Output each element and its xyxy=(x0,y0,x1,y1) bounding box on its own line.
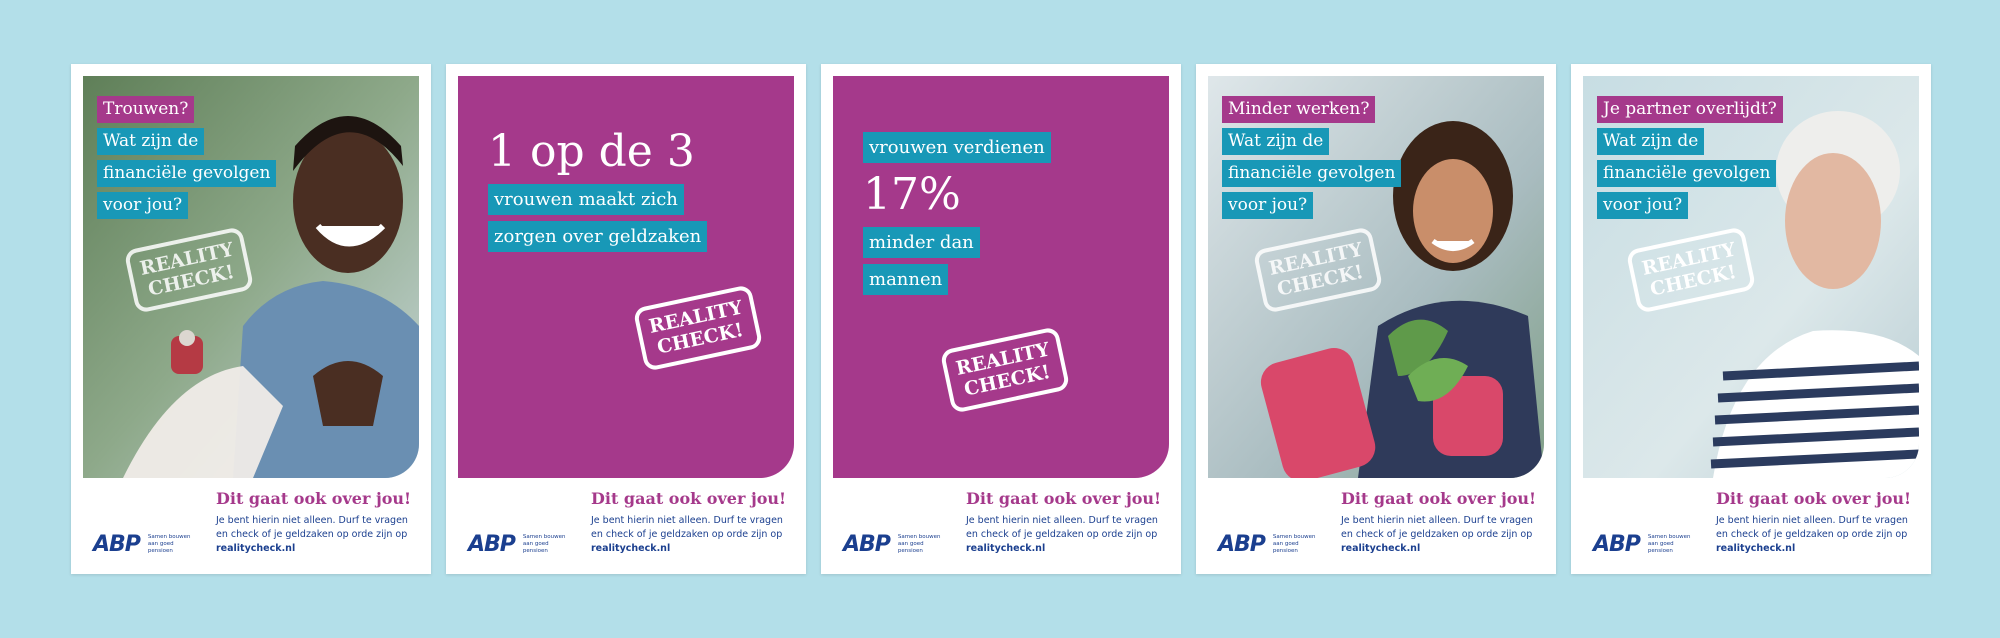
statistic-line: vrouwen verdienen xyxy=(863,132,1051,163)
logo-tagline: Samen bouwen aan goed pensioen xyxy=(147,534,191,554)
logo-tagline: Samen bouwen aan goed pensioen xyxy=(522,534,566,554)
footer-heading: Dit gaat ook over jou! xyxy=(591,489,787,508)
statistic-line: vrouwen maakt zich xyxy=(488,184,684,215)
footer-body: Je bent hierin niet alleen. Durf te vrag… xyxy=(966,514,1171,556)
question-tag: Minder werken? xyxy=(1222,96,1376,123)
footer-link[interactable]: realitycheck.nl xyxy=(1341,543,1421,554)
footer-text: Je bent hierin niet alleen. Durf te vrag… xyxy=(1341,515,1533,540)
footer-link[interactable]: realitycheck.nl xyxy=(216,543,296,554)
question-tags: Trouwen? Wat zijn de financiële gevolgen… xyxy=(97,96,277,224)
footer-heading: Dit gaat ook over jou! xyxy=(216,489,412,508)
footer-heading: Dit gaat ook over jou! xyxy=(966,489,1162,508)
question-tag: Je partner overlijdt? xyxy=(1597,96,1783,123)
logo-tagline: Samen bouwen aan goed pensioen xyxy=(1272,534,1316,554)
statistic-line: mannen xyxy=(863,264,949,295)
question-tag: voor jou? xyxy=(97,192,189,219)
abp-logo: ABP Samen bouwen aan goed pensioen xyxy=(93,532,196,557)
abp-logo: ABP Samen bouwen aan goed pensioen xyxy=(1218,532,1321,557)
statistic-block: vrouwen verdienen 17% minder dan mannen xyxy=(863,132,1051,301)
footer-body: Je bent hierin niet alleen. Durf te vrag… xyxy=(1341,514,1546,556)
abp-logo: ABP Samen bouwen aan goed pensioen xyxy=(1593,532,1696,557)
headline: 1 op de 3 xyxy=(488,126,695,177)
statistic-block: 1 op de 3 vrouwen maakt zich zorgen over… xyxy=(488,126,708,258)
footer-heading: Dit gaat ook over jou! xyxy=(1341,489,1537,508)
footer-link[interactable]: realitycheck.nl xyxy=(1716,543,1796,554)
logo-tagline: Samen bouwen aan goed pensioen xyxy=(1647,534,1691,554)
abp-logo: ABP Samen bouwen aan goed pensioen xyxy=(843,532,946,557)
poster-purple-panel: 1 op de 3 vrouwen maakt zich zorgen over… xyxy=(458,76,794,478)
poster-17-procent: vrouwen verdienen 17% minder dan mannen … xyxy=(821,64,1181,574)
reality-check-stamp: REALITY CHECK! xyxy=(632,284,764,372)
footer-link[interactable]: realitycheck.nl xyxy=(591,543,671,554)
statistic-line: minder dan xyxy=(863,227,980,258)
logo-mark: ABP xyxy=(93,532,141,557)
footer-text: Je bent hierin niet alleen. Durf te vrag… xyxy=(591,515,783,540)
question-tag: voor jou? xyxy=(1597,192,1689,219)
woman-proposal-photo-icon xyxy=(83,76,419,478)
poster-minder-werken: Minder werken? Wat zijn de financiële ge… xyxy=(1196,64,1556,574)
poster-photo-panel: Minder werken? Wat zijn de financiële ge… xyxy=(1208,76,1544,478)
poster-trouwen: Trouwen? Wat zijn de financiële gevolgen… xyxy=(71,64,431,574)
question-tag: voor jou? xyxy=(1222,192,1314,219)
woman-gardening-photo-icon xyxy=(1208,76,1544,478)
abp-logo: ABP Samen bouwen aan goed pensioen xyxy=(468,532,571,557)
question-tag: Trouwen? xyxy=(97,96,195,123)
poster-photo-panel: Je partner overlijdt? Wat zijn de financ… xyxy=(1583,76,1919,478)
footer-body: Je bent hierin niet alleen. Durf te vrag… xyxy=(216,514,421,556)
footer-text: Je bent hierin niet alleen. Durf te vrag… xyxy=(966,515,1158,540)
logo-mark: ABP xyxy=(1218,532,1266,557)
question-tag: Wat zijn de xyxy=(1597,128,1705,155)
poster-1-op-de-3: 1 op de 3 vrouwen maakt zich zorgen over… xyxy=(446,64,806,574)
question-tag: financiële gevolgen xyxy=(1222,160,1402,187)
footer-body: Je bent hierin niet alleen. Durf te vrag… xyxy=(591,514,796,556)
question-tag: Wat zijn de xyxy=(97,128,205,155)
question-tags: Je partner overlijdt? Wat zijn de financ… xyxy=(1597,96,1783,224)
poster-photo-panel: Trouwen? Wat zijn de financiële gevolgen… xyxy=(83,76,419,478)
footer-link[interactable]: realitycheck.nl xyxy=(966,543,1046,554)
logo-mark: ABP xyxy=(1593,532,1641,557)
question-tag: financiële gevolgen xyxy=(1597,160,1777,187)
question-tag: financiële gevolgen xyxy=(97,160,277,187)
logo-mark: ABP xyxy=(843,532,891,557)
footer-text: Je bent hierin niet alleen. Durf te vrag… xyxy=(1716,515,1908,540)
footer-heading: Dit gaat ook over jou! xyxy=(1716,489,1912,508)
statistic-line: zorgen over geldzaken xyxy=(488,221,708,252)
question-tag: Wat zijn de xyxy=(1222,128,1330,155)
footer-body: Je bent hierin niet alleen. Durf te vrag… xyxy=(1716,514,1921,556)
reality-check-stamp: REALITY CHECK! xyxy=(939,326,1071,414)
poster-partner-overlijdt: Je partner overlijdt? Wat zijn de financ… xyxy=(1571,64,1931,574)
poster-purple-panel: vrouwen verdienen 17% minder dan mannen … xyxy=(833,76,1169,478)
footer-text: Je bent hierin niet alleen. Durf te vrag… xyxy=(216,515,408,540)
question-tags: Minder werken? Wat zijn de financiële ge… xyxy=(1222,96,1402,224)
logo-tagline: Samen bouwen aan goed pensioen xyxy=(897,534,941,554)
logo-mark: ABP xyxy=(468,532,516,557)
headline: 17% xyxy=(863,169,961,220)
